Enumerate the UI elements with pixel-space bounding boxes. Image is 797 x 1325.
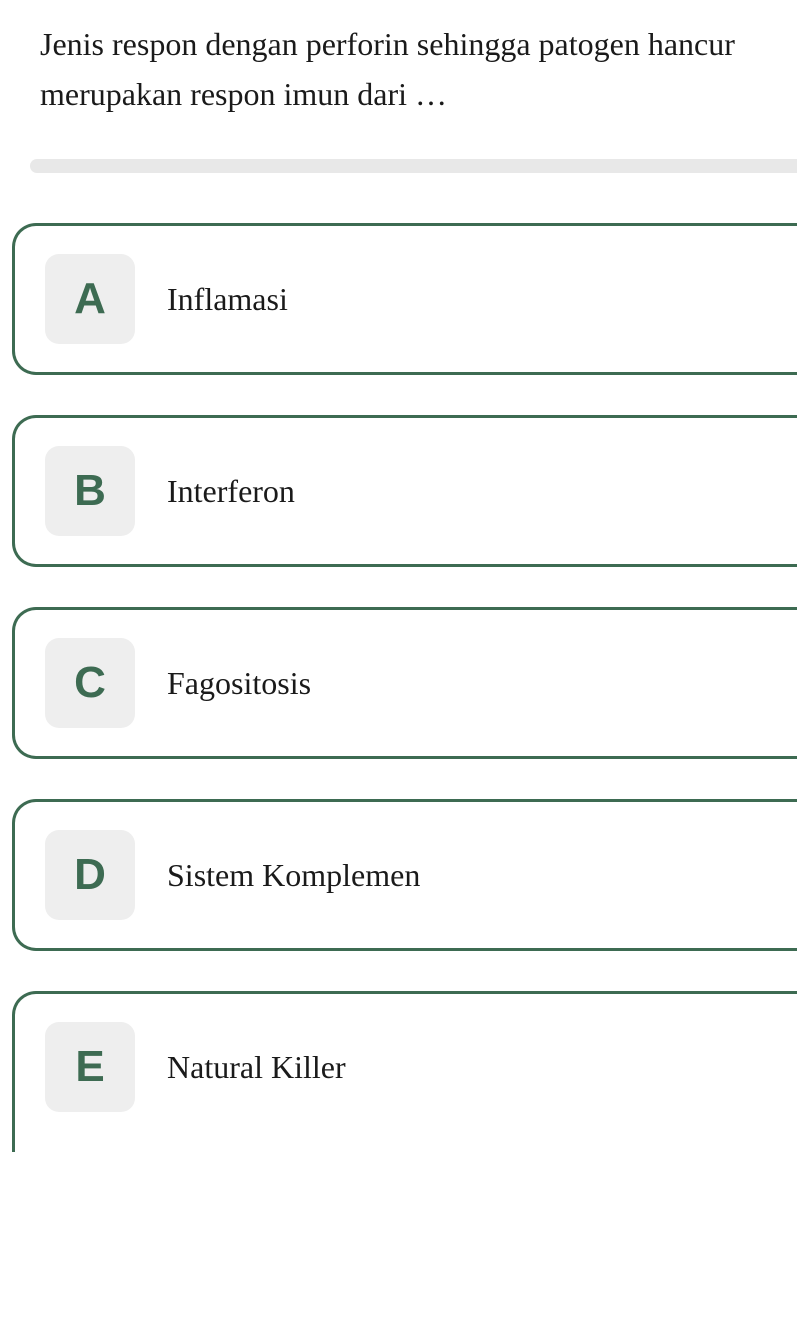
option-a[interactable]: A Inflamasi (12, 223, 797, 375)
option-label: Interferon (167, 473, 295, 510)
question-text: Jenis respon dengan perforin sehingga pa… (40, 20, 757, 119)
option-d[interactable]: D Sistem Komplemen (12, 799, 797, 951)
option-label: Sistem Komplemen (167, 857, 420, 894)
option-letter-box: A (45, 254, 135, 344)
option-b[interactable]: B Interferon (12, 415, 797, 567)
option-letter-box: E (45, 1022, 135, 1112)
option-letter-box: B (45, 446, 135, 536)
option-letter: A (74, 274, 106, 324)
question-section: Jenis respon dengan perforin sehingga pa… (0, 0, 797, 149)
divider (30, 159, 797, 173)
option-c[interactable]: C Fagositosis (12, 607, 797, 759)
option-e[interactable]: E Natural Killer (12, 991, 797, 1152)
option-label: Fagositosis (167, 665, 311, 702)
option-letter: E (75, 1042, 104, 1092)
option-letter: C (74, 658, 106, 708)
option-label: Natural Killer (167, 1049, 346, 1086)
option-letter-box: C (45, 638, 135, 728)
option-label: Inflamasi (167, 281, 288, 318)
option-letter-box: D (45, 830, 135, 920)
option-letter: B (74, 466, 106, 516)
option-letter: D (74, 850, 106, 900)
options-section: A Inflamasi B Interferon C Fagositosis D… (0, 173, 797, 1152)
